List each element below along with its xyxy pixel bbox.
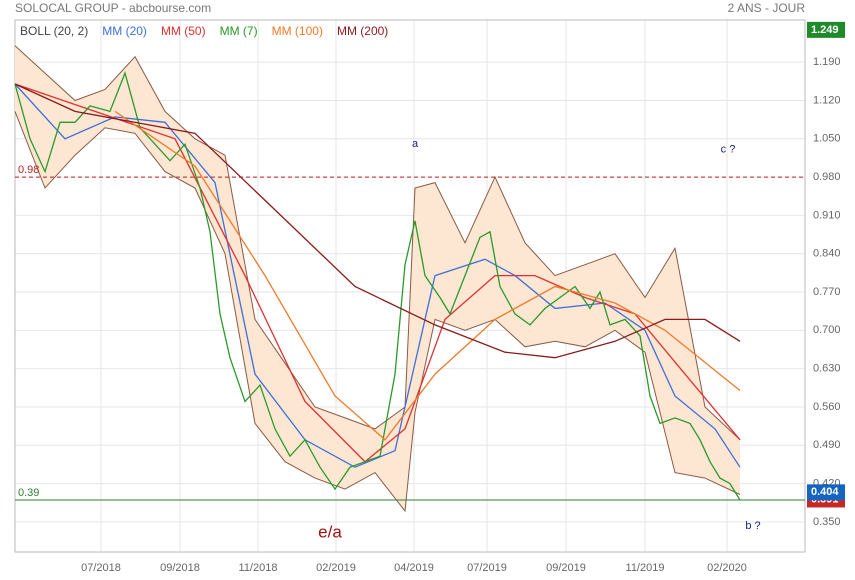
series-line [14,71,741,501]
legend-entry: MM (50) [161,24,206,38]
legend-entry: MM (200) [337,24,388,38]
x-tick-label: 11/2019 [626,562,665,574]
x-tick-label: 07/2018 [81,562,121,574]
legend-entry: MM (20) [102,24,147,38]
annotation: c ? [721,144,736,156]
legend-entry: MM (7) [220,24,258,38]
series-line [14,83,741,463]
price-tag-label: 0.404 [811,486,839,498]
y-tick-label: 0.910 [813,209,841,221]
series-line [14,83,741,359]
y-tick-label: 0.840 [813,248,841,260]
y-tick-label: 1.050 [813,133,841,145]
level-label: 0.98 [18,164,39,176]
legend-entry: MM (100) [272,24,323,38]
price-tag-label: 1.249 [811,24,839,36]
y-tick-label: 0.630 [813,363,841,375]
x-tick-label: 04/2019 [394,562,434,574]
annotation: e/a [318,522,342,541]
band-lower [14,111,741,513]
y-tick-label: 0.770 [813,286,841,298]
y-tick-label: 0.560 [813,401,841,413]
x-tick-label: 02/2019 [316,562,356,574]
y-tick-label: 0.700 [813,324,841,336]
y-tick-label: 0.350 [813,516,841,528]
y-tick-label: 1.190 [813,56,841,68]
x-tick-label: 07/2019 [467,562,507,574]
y-tick-label: 0.490 [813,439,841,451]
plot-frame [14,19,806,553]
chart-subtitle: 2 ANS - JOUR [728,1,806,15]
band-upper [14,45,741,441]
series-line [14,83,741,468]
price-tag [807,484,845,501]
x-tick-label: 11/2018 [239,562,278,574]
level-label: 0.39 [18,487,39,499]
x-tick-label: 09/2019 [546,562,586,574]
chart-title: SOLOCAL GROUP - abcbourse.com [15,1,211,15]
x-tick-label: 09/2018 [160,562,200,574]
y-tick-label: 0.980 [813,171,841,183]
annotation: b ? [745,520,760,532]
legend-entry: BOLL (20, 2) [20,24,88,38]
band-fill [15,45,740,511]
x-tick-label: 02/2020 [707,562,747,574]
y-tick-label: 1.120 [813,94,841,106]
annotation: a [412,138,419,150]
series-line [114,110,741,441]
price-tag [807,21,845,38]
